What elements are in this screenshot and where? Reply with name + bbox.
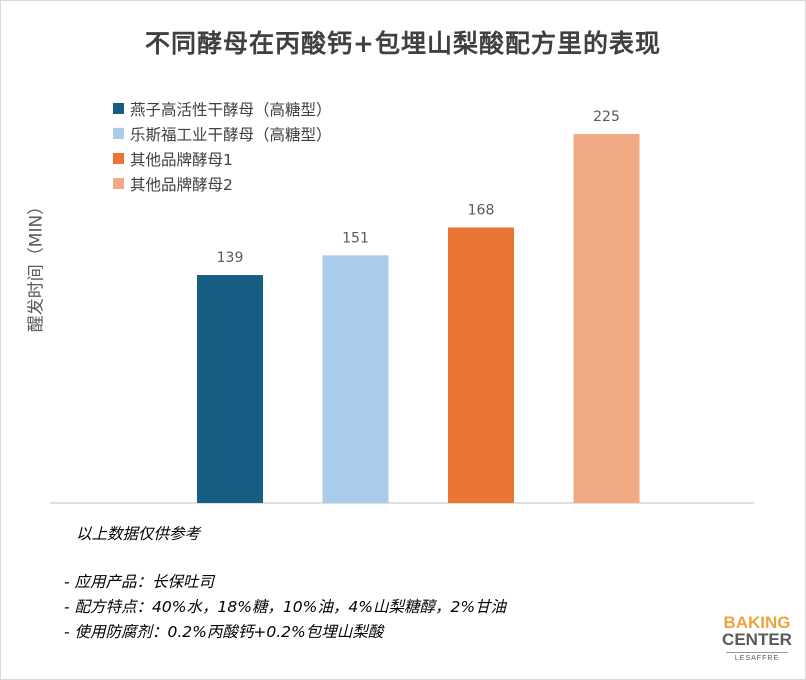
- legend-label-3: 其他品牌酵母1: [130, 150, 233, 169]
- notes-block: 以上数据仅供参考 - 应用产品：长保吐司 - 配方特点：40%水，18%糖，10…: [64, 522, 506, 645]
- logo-lesaffre-text: LESAFFRE: [734, 655, 780, 662]
- chart-title: 不同酵母在丙酸钙+包埋山梨酸配方里的表现: [145, 29, 661, 58]
- note-line-formula: - 配方特点：40%水，18%糖，10%油，4%山梨糖醇，2%甘油: [64, 598, 507, 616]
- legend-swatch-1: [113, 103, 124, 114]
- legend-swatch-4: [113, 178, 124, 189]
- note-line-product: - 应用产品：长保吐司: [64, 573, 215, 591]
- legend-label-4: 其他品牌酵母2: [130, 175, 233, 194]
- bar-1: [197, 275, 263, 503]
- chart-legend: 燕子高活性干酵母（高糖型） 乐斯福工业干酵母（高糖型） 其他品牌酵母1 其他品牌酵母2: [113, 96, 332, 196]
- bar-4: [573, 134, 640, 503]
- logo-baking-text: BAKING: [723, 613, 791, 632]
- legend-swatch-2: [113, 128, 124, 139]
- note-line-preservative: - 使用防腐剂：0.2%丙酸钙+0.2%包埋山梨酸: [64, 623, 384, 641]
- data-label-1: 139: [217, 250, 244, 266]
- baking-center-logo: BAKING CENTER LESAFFRE: [722, 614, 792, 662]
- disclaimer-text: 以上数据仅供参考: [76, 525, 201, 543]
- bar-3: [448, 227, 514, 504]
- logo-divider: [726, 652, 788, 653]
- legend-item-1: 燕子高活性干酵母（高糖型）: [113, 96, 332, 121]
- data-label-2: 151: [342, 230, 369, 246]
- logo-center-text: CENTER: [722, 630, 792, 649]
- legend-label-2: 乐斯福工业干酵母（高糖型）: [130, 125, 332, 144]
- legend-item-4: 其他品牌酵母2: [113, 171, 332, 196]
- legend-label-1: 燕子高活性干酵母（高糖型）: [130, 100, 332, 119]
- legend-item-3: 其他品牌酵母1: [113, 146, 332, 171]
- data-label-3: 168: [468, 202, 495, 218]
- bar-2: [322, 255, 389, 503]
- legend-item-2: 乐斯福工业干酵母（高糖型）: [113, 121, 332, 146]
- data-label-4: 225: [593, 109, 620, 125]
- legend-swatch-3: [113, 153, 124, 164]
